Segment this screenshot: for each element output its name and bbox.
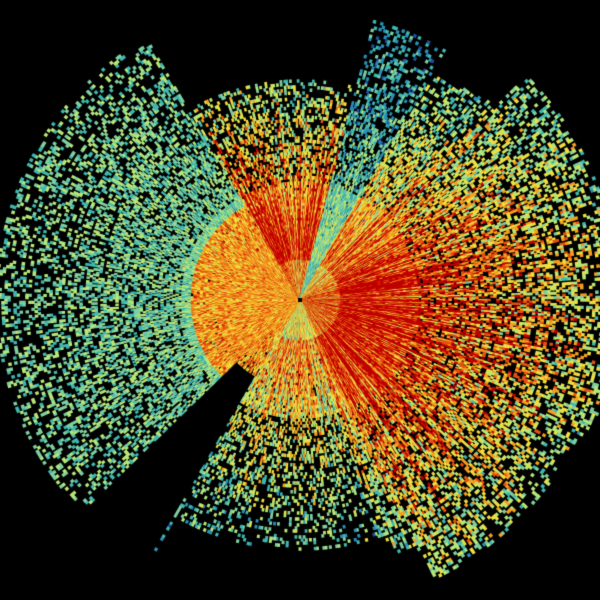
radar-canvas [0, 0, 600, 600]
radar-image [0, 0, 600, 600]
